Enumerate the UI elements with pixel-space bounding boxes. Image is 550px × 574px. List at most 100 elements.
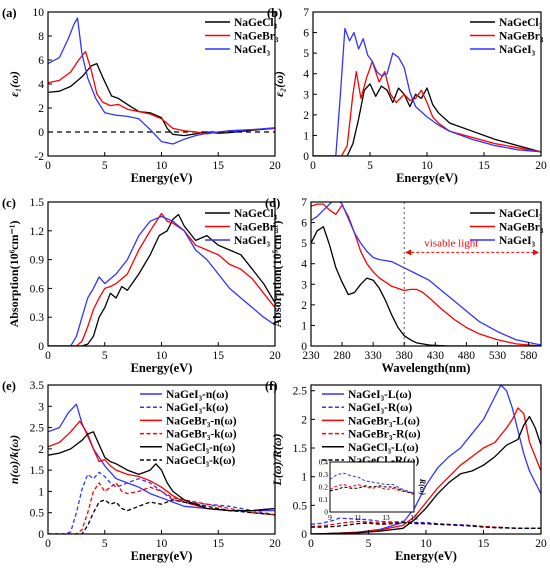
y-axis-label: Absorption(10⁵cm⁻¹) xyxy=(270,221,284,328)
legend-label: NaGeBr₃-L(ω) xyxy=(348,415,420,427)
panel-letter: (d) xyxy=(265,196,280,210)
x-tick-label: 10 xyxy=(421,160,433,172)
legend-label: NaGeBr₃-R(ω) xyxy=(348,429,421,441)
legend-label: NaGeI₃-L(ω) xyxy=(348,389,412,401)
legend-label: NaGeBr₃ xyxy=(499,31,544,43)
x-tick-label: 10 xyxy=(156,160,168,172)
x-tick-label: 0 xyxy=(45,160,51,172)
x-tick-label: 530 xyxy=(489,350,507,362)
y-axis-label: n(ω)/k(ω) xyxy=(7,435,21,484)
y-tick-label: 6 xyxy=(301,218,307,230)
series-line-2 xyxy=(48,215,275,346)
series-line-4 xyxy=(48,431,275,512)
x-tick-label: 5 xyxy=(367,160,373,172)
inset-series-line-2 xyxy=(329,485,415,494)
arrow-head-right xyxy=(533,249,539,256)
inset-y-tick-label: 0.1 xyxy=(319,495,329,504)
x-tick-label: 15 xyxy=(478,160,490,172)
series-line-1 xyxy=(48,471,275,534)
series-line-1 xyxy=(48,50,275,135)
x-tick-label: 230 xyxy=(302,350,320,362)
x-tick-label: 5 xyxy=(366,538,372,550)
inset-series-line-1 xyxy=(329,483,415,495)
y-tick-label: 0 xyxy=(38,127,44,139)
y-tick-label: 0 xyxy=(303,151,309,163)
y-tick-label: 4 xyxy=(303,69,309,81)
y-tick-label: 0.9 xyxy=(30,255,45,267)
x-tick-label: 20 xyxy=(269,538,281,550)
y-tick-label: 2 xyxy=(303,110,309,122)
legend-label: NaGeCl₃ xyxy=(234,208,278,220)
series-line-1 xyxy=(313,60,541,156)
x-tick-label: 15 xyxy=(213,160,225,172)
panel-f: 0 5 10 15 20 0 0.5 1 1.5 2 2.5 Energy(eV) L(ω)/R(ω) (… xyxy=(265,379,547,563)
x-tick-label: 330 xyxy=(365,350,383,362)
legend-label: NaGeBr₃ xyxy=(234,222,279,234)
y-tick-label: 0 xyxy=(301,341,307,353)
legend-label: NaGeBr₃ xyxy=(499,222,544,234)
legend: NaGeI₃-n(ω)NaGeI₃-k(ω)NaGeBr₃-n(ω) NaGeBr… xyxy=(140,389,237,467)
panel-a: 0 5 10 15 20-20246810Energy(eV)ε₁(ω)(a)NaGeC… xyxy=(2,6,281,185)
y-tick-label: 1 xyxy=(38,486,44,498)
series-line-5 xyxy=(48,499,275,534)
legend-label: NaGeCl₃ xyxy=(234,17,278,29)
legend-label: NaGeI₃ xyxy=(234,44,271,56)
legend-label: NaGeBr₃-k(ω) xyxy=(166,429,237,441)
x-tick-label: 0 xyxy=(45,538,51,550)
series-line-2 xyxy=(311,202,541,346)
y-tick-label: 3 xyxy=(303,89,309,101)
inset-y-tick-label: 0.3 xyxy=(319,470,329,479)
plot-frame xyxy=(310,201,542,347)
x-tick-label: 10 xyxy=(156,538,168,550)
series-line-0 xyxy=(48,62,275,137)
inset-x-tick-label: 9 xyxy=(328,513,332,522)
y-tick-label: 0 xyxy=(38,341,44,353)
panel-letter: (c) xyxy=(2,196,16,210)
series-line-2 xyxy=(313,27,541,156)
panel-b: 0 5 10 15 20 0 1 2 3 4 5 6 7 Energy(eV) ε₂(ω) (b) NaGeCl… xyxy=(267,6,547,185)
series-line-3 xyxy=(311,520,541,529)
annotation-label: visable light xyxy=(424,237,478,249)
x-tick-label: 280 xyxy=(333,350,351,362)
x-tick-label: 0 xyxy=(45,350,51,362)
y-tick-label: 0 xyxy=(38,529,44,541)
x-tick-label: 5 xyxy=(102,538,108,550)
legend-label: NaGeI₃-k(ω) xyxy=(166,402,228,414)
x-axis-label: Energy(eV) xyxy=(396,171,458,185)
x-tick-label: 380 xyxy=(396,350,414,362)
series-line-1 xyxy=(48,212,275,346)
x-tick-label: 20 xyxy=(535,160,547,172)
series-line-2 xyxy=(48,17,275,145)
x-tick-label: 430 xyxy=(427,350,445,362)
y-tick-label: 4 xyxy=(301,259,307,271)
series-line-1 xyxy=(311,203,541,346)
panel-letter: (e) xyxy=(2,379,16,393)
legend-label: NaGeI₃ xyxy=(499,235,536,247)
y-tick-label: 3 xyxy=(301,279,307,291)
y-tick-label: 6 xyxy=(303,28,309,40)
series-line-2 xyxy=(311,407,541,534)
x-axis-label: Wavelength(nm) xyxy=(382,361,471,375)
series-line-0 xyxy=(311,385,541,534)
y-tick-label: 1 xyxy=(301,472,307,484)
panel-letter: (b) xyxy=(267,6,282,20)
x-axis-label: Energy(eV) xyxy=(131,171,193,185)
y-tick-label: 1 xyxy=(301,320,307,332)
y-tick-label: 2.5 xyxy=(30,423,45,435)
legend: NaGeI₃-L(ω)NaGeI₃-R(ω)NaGeBr₃-L(ω) NaGeBr… xyxy=(322,389,421,467)
inset-y-tick-label: 0.2 xyxy=(319,483,329,492)
y-tick-label: 2 xyxy=(38,103,44,115)
x-tick-label: 0 xyxy=(310,160,316,172)
x-tick-label: 480 xyxy=(458,350,476,362)
y-axis-label: ε₂(ω) xyxy=(272,71,286,97)
inset-y-tick-label: 0.4 xyxy=(319,458,329,467)
y-tick-label: 1.2 xyxy=(30,226,45,238)
y-tick-label: 0.5 xyxy=(293,500,308,512)
y-tick-label: 7 xyxy=(301,197,307,209)
y-tick-label: 2 xyxy=(301,300,307,312)
series-line-4 xyxy=(311,415,541,534)
series-line-0 xyxy=(48,403,275,512)
